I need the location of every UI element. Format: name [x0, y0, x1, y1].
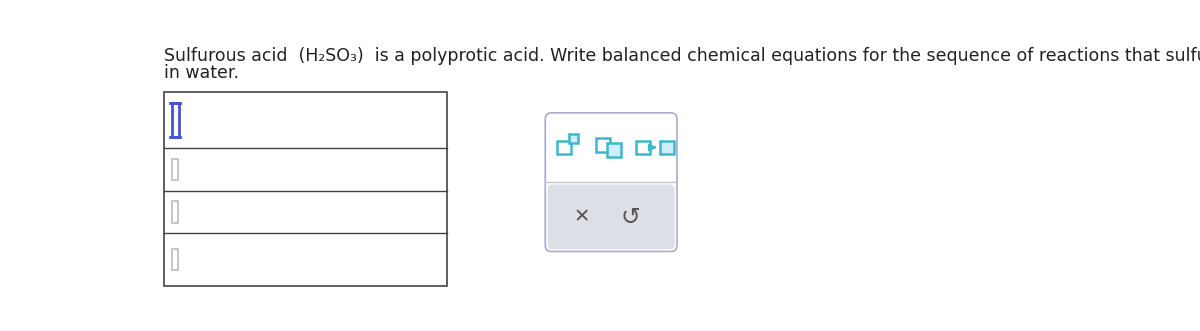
Text: Sulfurous acid  (H₂SO₃)  is a polyprotic acid. Write balanced chemical equations: Sulfurous acid (H₂SO₃) is a polyprotic a… [164, 47, 1200, 66]
Bar [660, 141, 673, 155]
Bar [172, 249, 178, 270]
Bar [569, 134, 578, 143]
Bar [172, 103, 179, 137]
Bar [164, 92, 446, 286]
Bar [595, 138, 610, 152]
Bar [607, 143, 622, 157]
Bar [172, 159, 178, 180]
FancyBboxPatch shape [547, 184, 674, 249]
FancyBboxPatch shape [545, 113, 677, 252]
Bar [558, 141, 571, 155]
Text: ✕: ✕ [574, 207, 590, 226]
Text: ↺: ↺ [622, 205, 641, 229]
Bar [636, 141, 650, 155]
Bar [172, 201, 178, 222]
Text: in water.: in water. [164, 64, 239, 82]
